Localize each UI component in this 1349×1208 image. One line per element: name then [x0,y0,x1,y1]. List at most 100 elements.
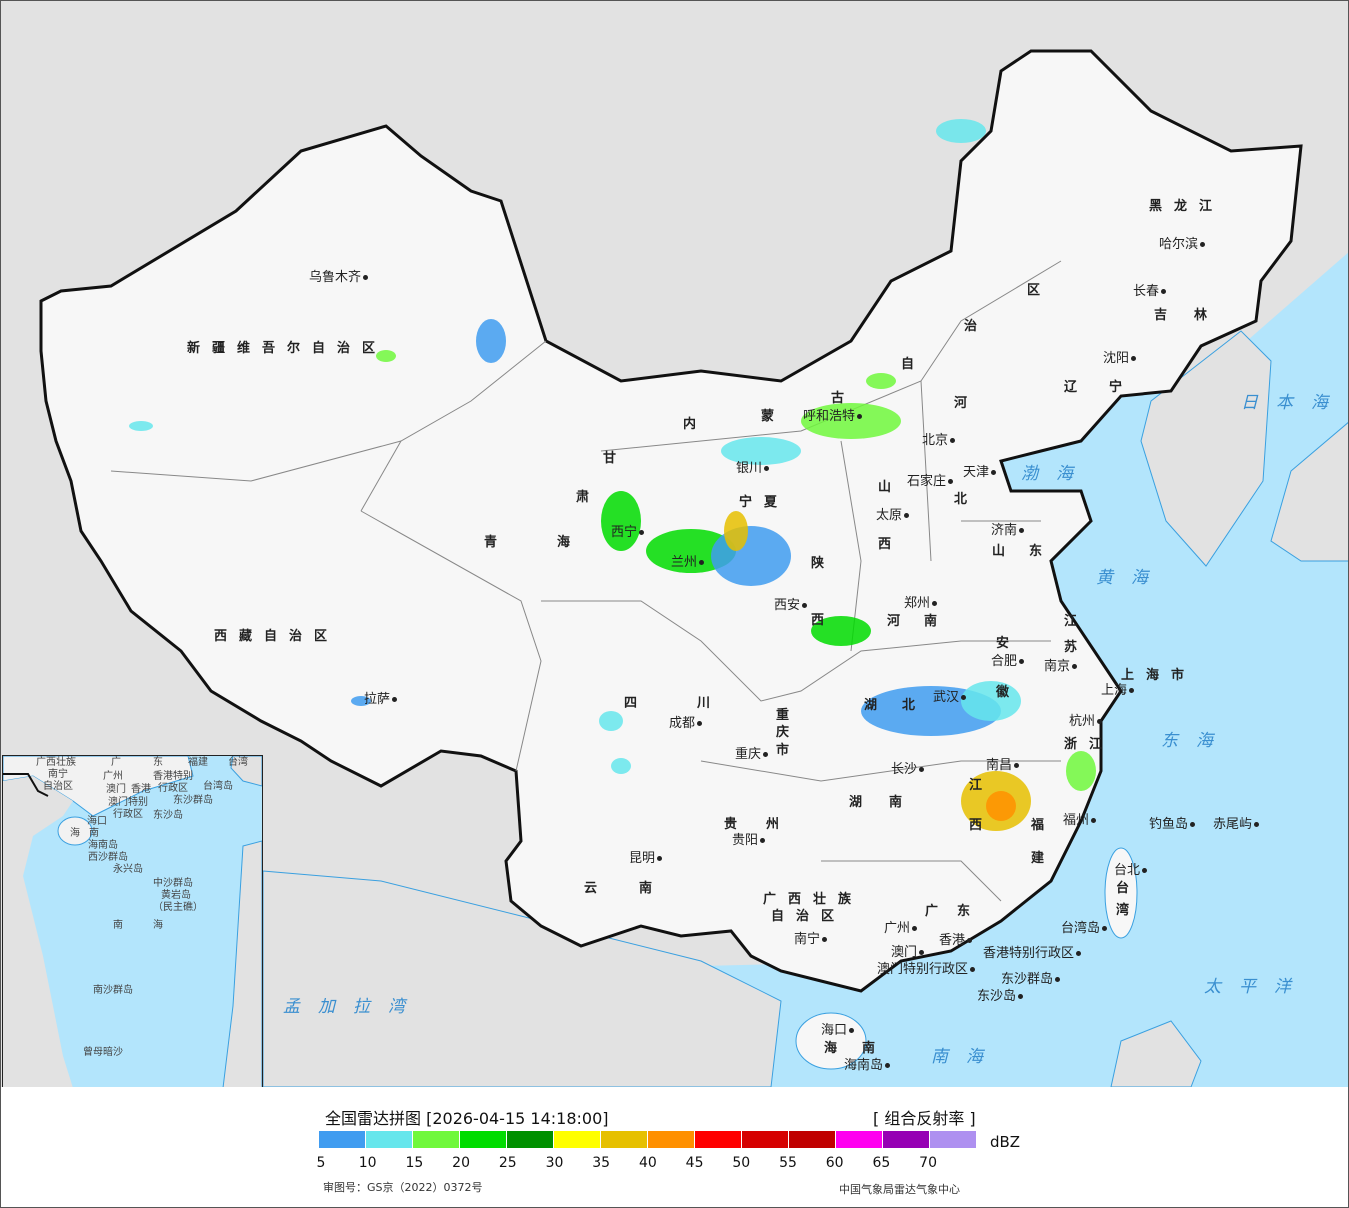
inset-label: 南沙群岛 [93,985,133,996]
city-label: 长春 [1133,284,1160,299]
city-label: 广州 [884,921,911,936]
inset-label: 东沙岛 [153,810,183,821]
inset-label: 永兴岛 [113,864,143,875]
city-marker: 石家庄 [907,475,955,488]
city-dot-icon [919,767,925,772]
city-label: 郑州 [904,596,931,611]
province-label: 宁夏 [739,495,790,510]
city-marker: 海南岛 [844,1059,892,1072]
city-marker: 成都 [669,717,704,730]
city-label: 北京 [922,433,949,448]
inset-label: 东沙群岛 [173,795,213,806]
city-marker: 台北 [1114,864,1149,877]
province-label: 宁 [1109,380,1135,395]
sea-label: 黄海 [1096,568,1166,588]
province-label: 建 [1031,851,1057,866]
scale-tick-label: 65 [872,1155,891,1171]
scale-tick-label: 10 [358,1155,377,1171]
inset-label: 澳门 [106,784,126,795]
color-swatch [554,1131,600,1148]
color-swatch [836,1131,882,1148]
city-dot-icon [1254,822,1260,827]
inset-label: 台湾 [228,757,248,768]
philippines-landmass [1110,1020,1202,1087]
mosaic-title: 全国雷达拼图 [2026-04-15 14:18:00] [325,1109,609,1128]
color-swatch [366,1131,412,1148]
inset-hainan [57,816,93,846]
inset-label: 曾母暗沙 [83,1047,123,1058]
province-label: 黑龙江 [1149,199,1225,214]
city-label: 台北 [1114,863,1141,878]
province-label: 肃 [576,490,602,505]
province-label: 西 [878,537,904,552]
city-label: 澳门 [891,945,918,960]
province-label: 自 [901,357,927,372]
inset-label: 海 [153,920,163,931]
inset-label: 南 [113,920,123,931]
province-label: 庆 [776,725,802,740]
south-china-sea-inset[interactable]: 广西壮族 自治区 南宁 广 东 福建 台湾 广州 澳门 香港 香港特别 行政区 澳门特别 行政区 台湾岛 东沙… [2,755,263,1087]
province-label: 东 [1029,544,1055,559]
province-label: 甘 [603,451,629,466]
city-label: 上海 [1101,683,1128,698]
province-label: 吉 [1154,308,1180,323]
radar-echo [601,491,641,551]
city-dot-icon [392,697,398,702]
inset-canvas [3,756,262,1087]
inset-label: 行政区 [113,809,143,820]
province-label: 山 [992,544,1018,559]
city-marker: 济南 [991,524,1026,537]
inset-border-line [3,773,49,797]
city-marker: 长沙 [891,763,926,776]
city-marker: 台湾岛 [1061,922,1109,935]
province-label: 南 [924,614,950,629]
city-label: 台湾岛 [1061,921,1101,936]
city-label: 哈尔滨 [1159,237,1199,252]
city-label: 济南 [991,523,1018,538]
inset-landmass-southeast [222,840,262,1087]
province-label: 区 [1027,283,1053,298]
radar-echo [129,421,153,431]
province-label: 湾 [1116,903,1142,918]
city-dot-icon [697,721,703,726]
city-marker: 银川 [736,462,771,475]
inset-label: 南宁 [48,769,68,780]
city-dot-icon [1161,289,1167,294]
scale-tick-label: 70 [919,1155,938,1171]
city-marker: 南宁 [794,933,829,946]
sea-label: 东海 [1161,731,1231,751]
city-dot-icon [950,438,956,443]
city-dot-icon [1200,242,1206,247]
city-label: 兰州 [671,555,698,570]
province-label: 南 [889,795,915,810]
city-label: 海口 [821,1023,848,1038]
hainan-island [795,1012,867,1070]
city-dot-icon [961,695,967,700]
color-scale-bar [319,1131,977,1148]
inset-label: 海 [70,828,80,839]
city-marker: 东沙群岛 [1001,973,1062,986]
city-marker: 澳门特别行政区 [877,963,977,976]
inset-label: 黄岩岛 [161,890,191,901]
radar-echo [961,681,1021,721]
city-dot-icon [1142,868,1148,873]
province-label: 浙 [1064,737,1090,752]
province-label: 蒙 [761,409,787,424]
city-label: 澳门特别行政区 [877,962,969,977]
city-dot-icon [991,470,997,475]
radar-echo [866,373,896,389]
city-label: 乌鲁木齐 [309,270,362,285]
radar-map[interactable]: 新疆维吾尔自治区 西藏自治区青海甘肃内蒙古自治区黑龙江吉林辽宁河北山西山东陕西河南… [1,1,1348,1087]
city-marker: 昆明 [629,852,664,865]
indochina-landmass [262,870,782,1087]
sea-area [261,252,1348,1087]
province-label: 湖 [864,698,890,713]
city-marker: 乌鲁木齐 [309,271,370,284]
inset-label: 澳门特别 [108,797,148,808]
province-label: 辽 [1064,380,1090,395]
inset-label: 海南岛 [88,840,118,851]
color-swatch [742,1131,788,1148]
sea-label: 日本海 [1241,393,1346,413]
province-label: 江 [1064,614,1090,629]
radar-echo [611,758,631,774]
